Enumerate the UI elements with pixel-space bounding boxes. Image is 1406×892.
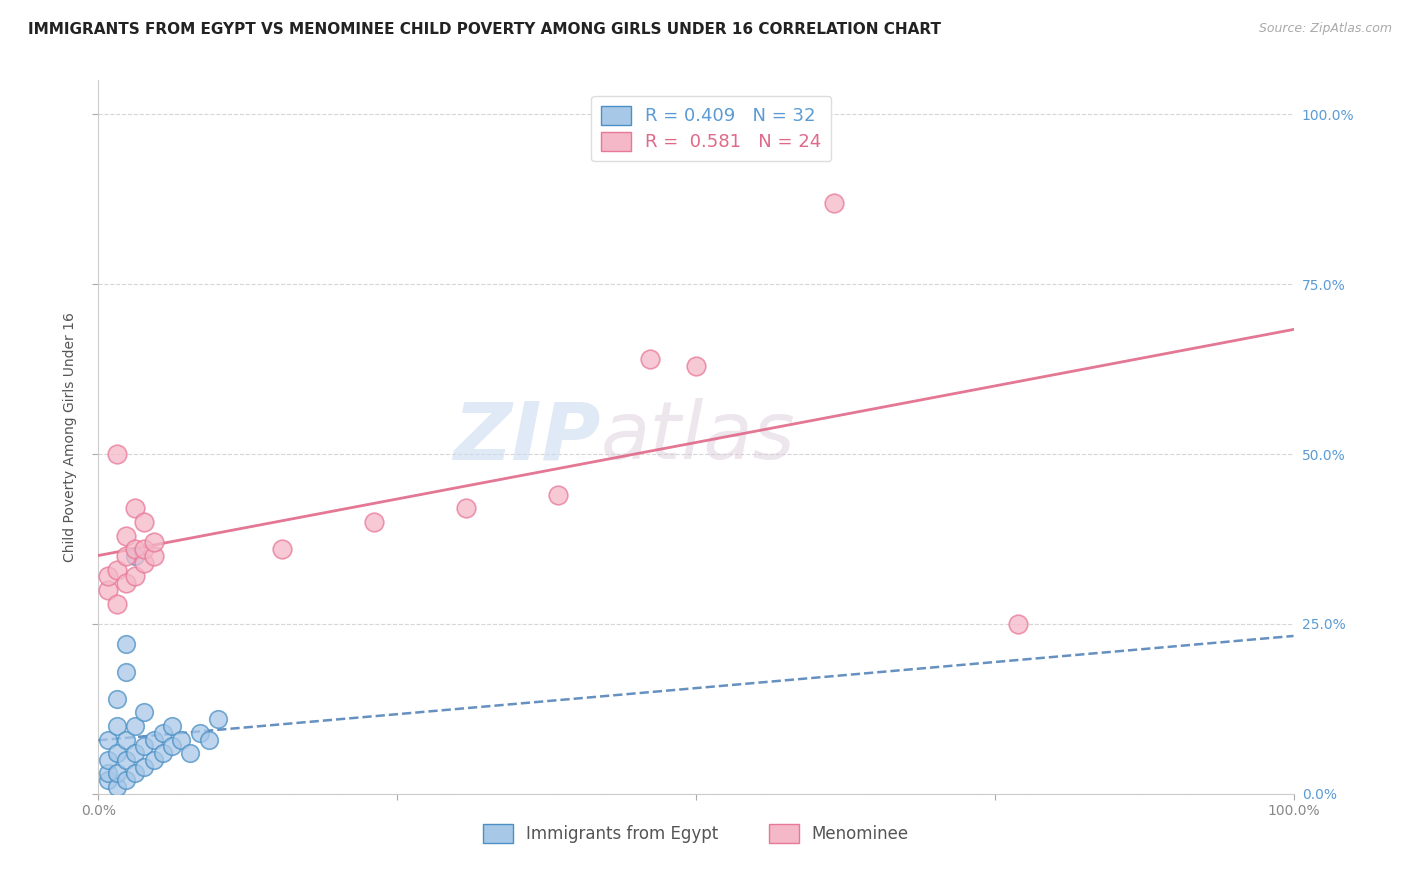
Point bbox=[685, 359, 707, 373]
Point bbox=[152, 746, 174, 760]
Point bbox=[115, 528, 138, 542]
Point bbox=[105, 691, 128, 706]
Point bbox=[124, 719, 146, 733]
Point bbox=[638, 351, 661, 366]
Point bbox=[142, 732, 165, 747]
Point bbox=[142, 549, 165, 563]
Point bbox=[97, 732, 120, 747]
Text: Source: ZipAtlas.com: Source: ZipAtlas.com bbox=[1258, 22, 1392, 36]
Text: ZIP: ZIP bbox=[453, 398, 600, 476]
Point bbox=[1007, 617, 1029, 632]
Point bbox=[124, 549, 146, 563]
Point bbox=[134, 739, 156, 754]
Point bbox=[97, 766, 120, 780]
Point bbox=[188, 725, 211, 739]
Point bbox=[115, 773, 138, 788]
Point bbox=[142, 535, 165, 549]
Point bbox=[823, 195, 845, 210]
Text: IMMIGRANTS FROM EGYPT VS MENOMINEE CHILD POVERTY AMONG GIRLS UNDER 16 CORRELATIO: IMMIGRANTS FROM EGYPT VS MENOMINEE CHILD… bbox=[28, 22, 941, 37]
Point bbox=[115, 665, 138, 679]
Point bbox=[179, 746, 201, 760]
Point bbox=[115, 637, 138, 651]
Point bbox=[197, 732, 219, 747]
Point bbox=[105, 447, 128, 461]
Point bbox=[115, 732, 138, 747]
Text: atlas: atlas bbox=[600, 398, 796, 476]
Legend: Immigrants from Egypt, Menominee: Immigrants from Egypt, Menominee bbox=[477, 817, 915, 850]
Point bbox=[160, 719, 183, 733]
Point bbox=[134, 556, 156, 570]
Point bbox=[160, 739, 183, 754]
Point bbox=[97, 773, 120, 788]
Point bbox=[115, 753, 138, 767]
Point bbox=[105, 719, 128, 733]
Point bbox=[97, 582, 120, 597]
Point bbox=[363, 515, 385, 529]
Point bbox=[271, 542, 294, 557]
Point bbox=[124, 501, 146, 516]
Point bbox=[115, 549, 138, 563]
Point bbox=[207, 712, 229, 726]
Point bbox=[134, 542, 156, 557]
Point bbox=[124, 746, 146, 760]
Point bbox=[97, 753, 120, 767]
Point bbox=[124, 766, 146, 780]
Point bbox=[124, 569, 146, 583]
Point bbox=[547, 488, 569, 502]
Point bbox=[105, 746, 128, 760]
Point bbox=[134, 706, 156, 720]
Point bbox=[456, 501, 478, 516]
Point bbox=[134, 760, 156, 774]
Point bbox=[170, 732, 193, 747]
Point bbox=[105, 563, 128, 577]
Y-axis label: Child Poverty Among Girls Under 16: Child Poverty Among Girls Under 16 bbox=[63, 312, 77, 562]
Point bbox=[124, 542, 146, 557]
Point bbox=[152, 725, 174, 739]
Point bbox=[105, 597, 128, 611]
Point bbox=[142, 753, 165, 767]
Point bbox=[105, 780, 128, 794]
Point bbox=[97, 569, 120, 583]
Point bbox=[115, 576, 138, 591]
Point bbox=[134, 515, 156, 529]
Point bbox=[105, 766, 128, 780]
